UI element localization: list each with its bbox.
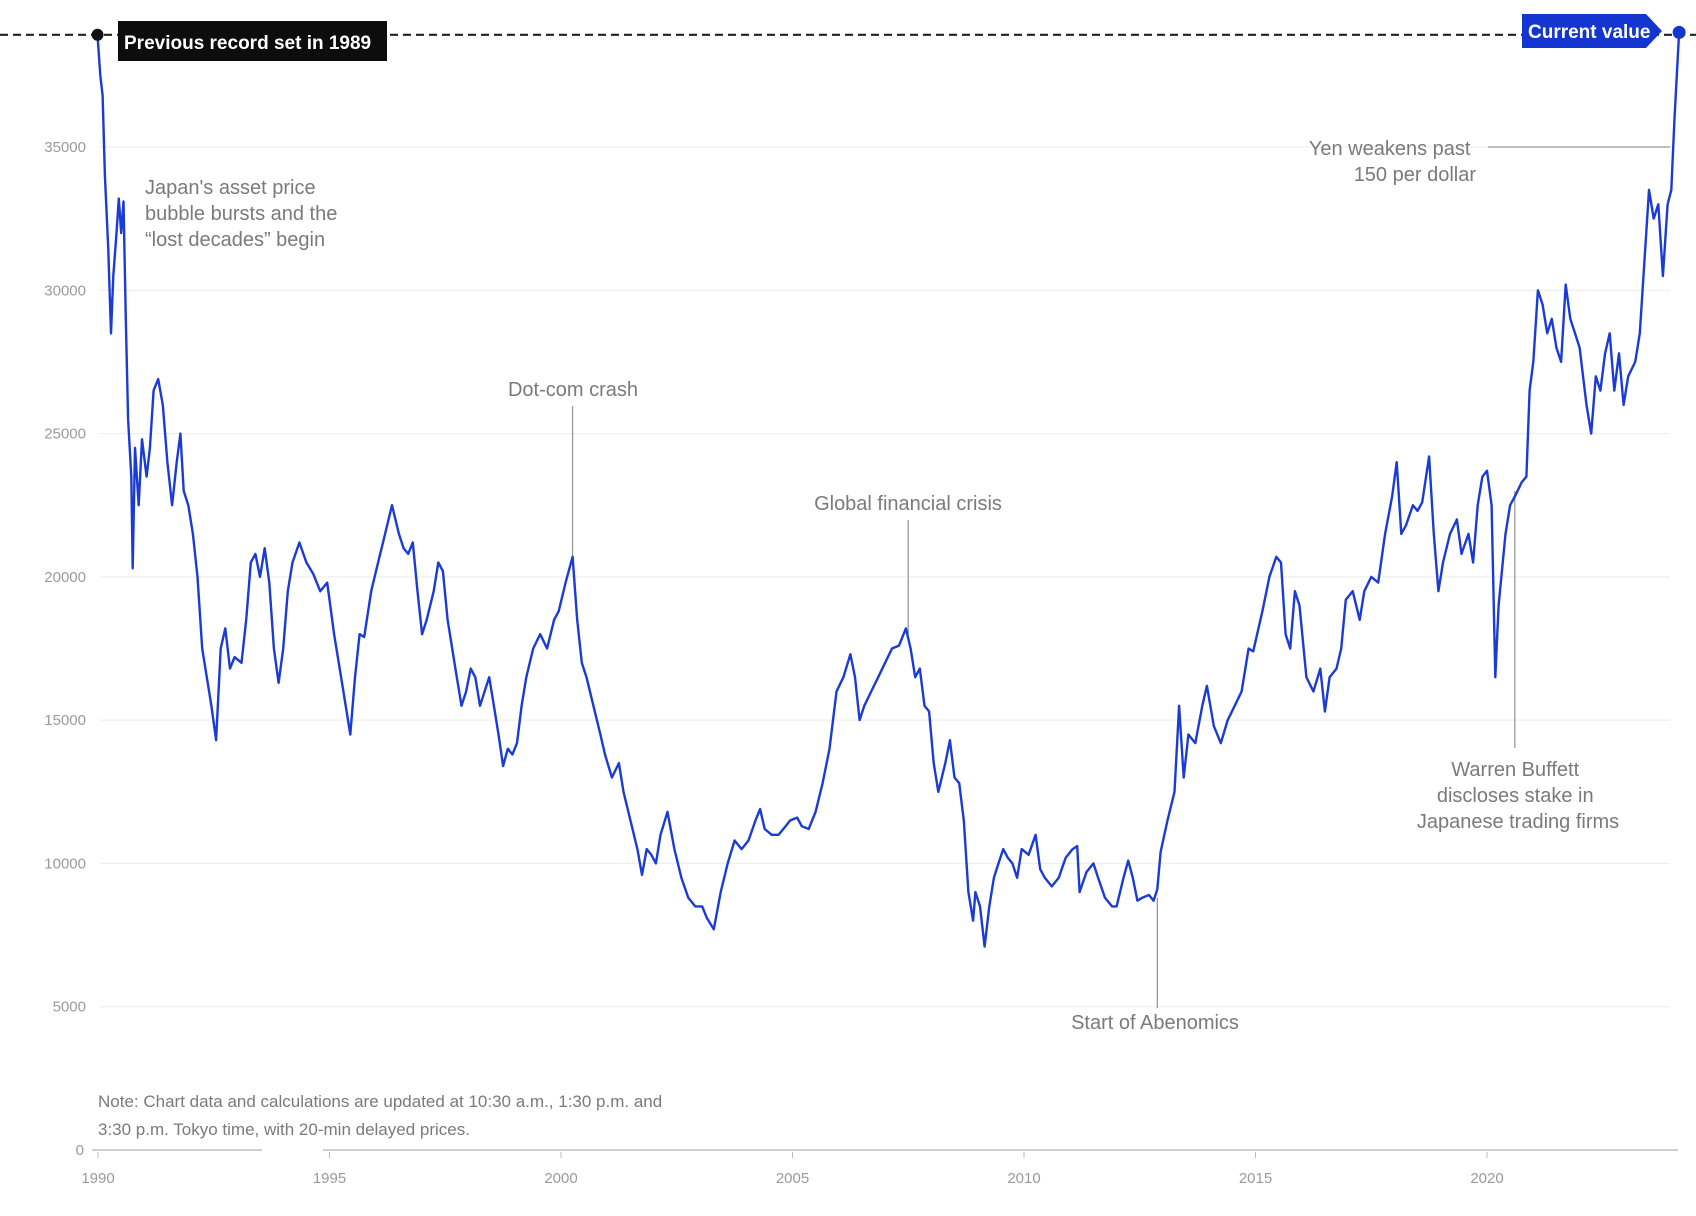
x-axis: 1990 1995 2000 2005 2010 2015 2020 bbox=[81, 1149, 1678, 1187]
y-tick-label: 15000 bbox=[44, 712, 86, 729]
previous-record-marker bbox=[91, 28, 104, 41]
annotation-abenomics: Start of Abenomics bbox=[1071, 1012, 1239, 1034]
x-tick-label: 2005 bbox=[776, 1170, 809, 1187]
annotation-yen-weakens: Yen weakens past 150 per dollar bbox=[1309, 138, 1477, 186]
annotation-bubble-burst: Japan's asset price bubble bursts and th… bbox=[145, 177, 343, 251]
annotation-line: Warren Buffett bbox=[1451, 759, 1579, 781]
annotation-dotcom-crash: Dot-com crash bbox=[508, 379, 638, 401]
annotation-global-financial-crisis: Global financial crisis bbox=[814, 493, 1002, 515]
note-line: Note: Chart data and calculations are up… bbox=[98, 1092, 662, 1111]
chart-note: Note: Chart data and calculations are up… bbox=[98, 1092, 667, 1139]
y-axis: 0 5000 10000 15000 20000 25000 30000 35000 bbox=[44, 139, 86, 1159]
annotation-line: discloses stake in bbox=[1437, 785, 1594, 807]
y-tick-label: 20000 bbox=[44, 569, 86, 586]
x-tick-label: 2015 bbox=[1239, 1170, 1272, 1187]
annotation-line: bubble bursts and the bbox=[145, 203, 337, 225]
y-tick-label: 0 bbox=[76, 1142, 84, 1159]
x-tick-label: 2020 bbox=[1470, 1170, 1503, 1187]
y-tick-label: 30000 bbox=[44, 282, 86, 299]
x-tick-label: 2000 bbox=[544, 1170, 577, 1187]
y-tick-label: 5000 bbox=[53, 999, 86, 1016]
note-line: 3:30 p.m. Tokyo time, with 20-min delaye… bbox=[98, 1120, 470, 1139]
annotation-line: Yen weakens past bbox=[1309, 138, 1471, 160]
annotation-line: “lost decades” begin bbox=[145, 229, 325, 251]
current-value-flag: Current value bbox=[1522, 14, 1662, 48]
gridlines bbox=[100, 146, 1670, 1008]
y-tick-label: 35000 bbox=[44, 139, 86, 156]
x-tick-label: 2010 bbox=[1007, 1170, 1040, 1187]
x-tick-label: 1990 bbox=[81, 1170, 114, 1187]
series-line-nikkei bbox=[96, 32, 1681, 948]
annotation-line: Japanese trading firms bbox=[1417, 811, 1619, 833]
y-tick-label: 10000 bbox=[44, 855, 86, 872]
annotation-buffett: Warren Buffett discloses stake in Japane… bbox=[1417, 759, 1619, 833]
y-tick-label: 25000 bbox=[44, 426, 86, 443]
annotation-line: 150 per dollar bbox=[1354, 164, 1477, 186]
x-tick-label: 1995 bbox=[313, 1170, 346, 1187]
previous-record-label: Previous record set in 1989 bbox=[124, 33, 371, 54]
previous-record-flag: Previous record set in 1989 bbox=[118, 21, 387, 61]
current-value-label: Current value bbox=[1528, 22, 1650, 43]
current-value-marker bbox=[1672, 25, 1686, 39]
annotation-line: Japan's asset price bbox=[145, 177, 316, 199]
